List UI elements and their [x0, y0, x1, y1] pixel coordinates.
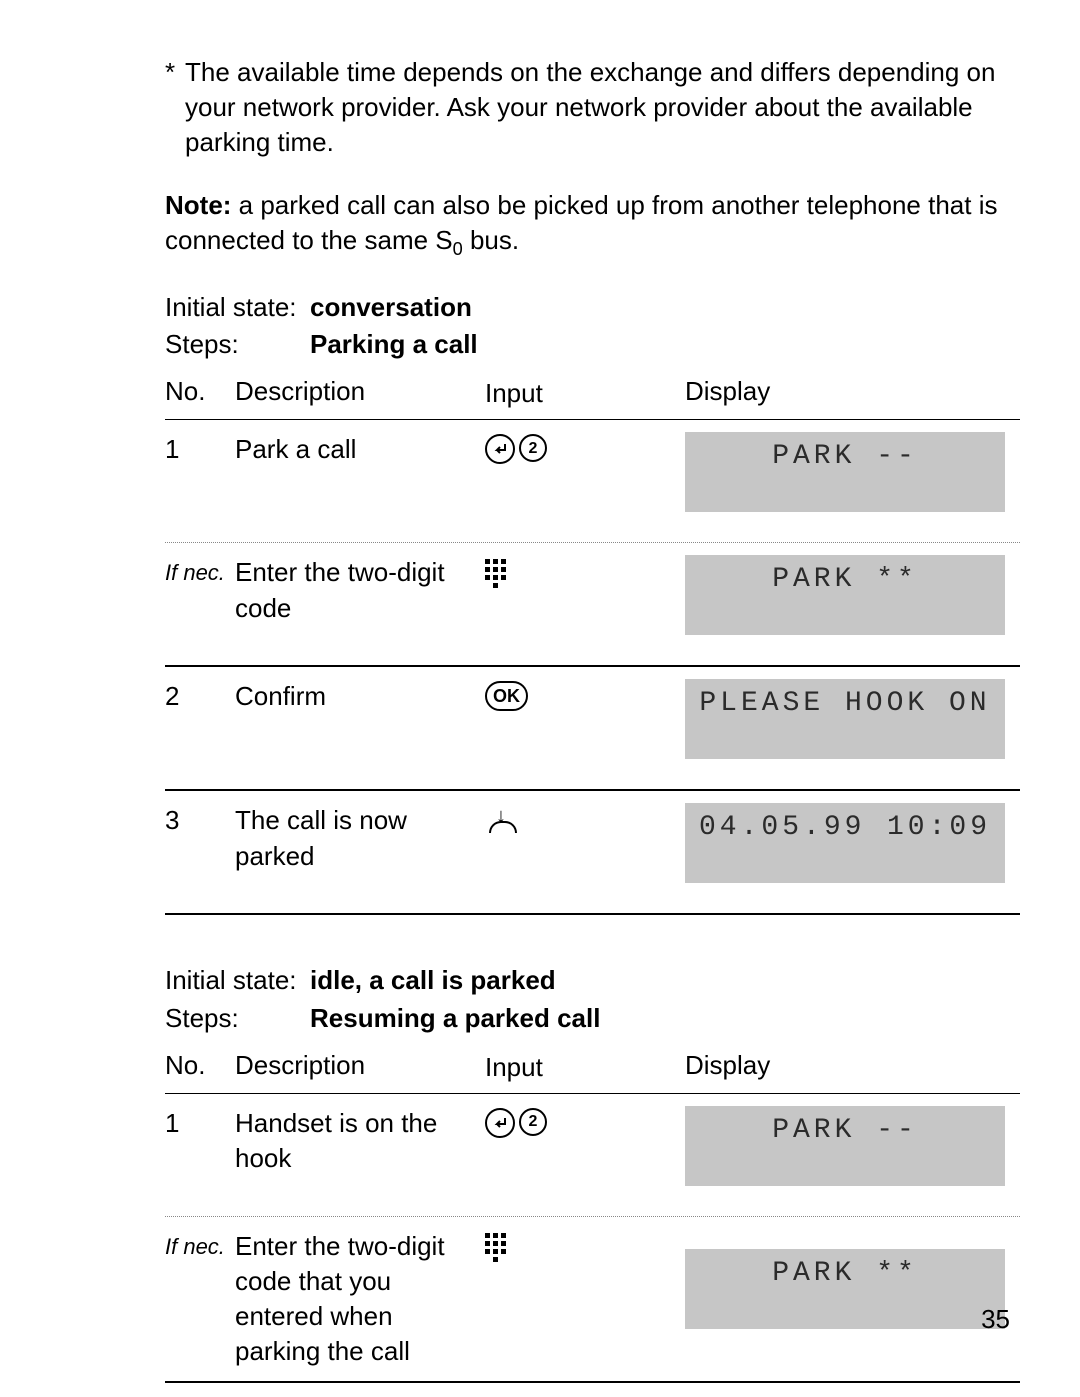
step-display: PARK -- [685, 432, 1020, 512]
step-input [485, 803, 685, 837]
note-text-after: bus. [463, 225, 519, 255]
step-input [485, 555, 685, 590]
initial-state-label: Initial state: [165, 963, 310, 998]
step-description: Park a call [235, 432, 485, 467]
enter-key-icon [485, 1108, 515, 1138]
header-display: Display [685, 374, 1020, 409]
lcd-display: PARK ** [685, 555, 1005, 635]
note-label: Note: [165, 190, 231, 220]
procedure-2: Initial state: idle, a call is parked St… [165, 963, 1020, 1383]
step-input [485, 1229, 685, 1264]
step-description: Confirm [235, 679, 485, 714]
table-header: No. Description Input Display [165, 368, 1020, 420]
step-input: 2 [485, 432, 685, 464]
step-input: 2 [485, 1106, 685, 1138]
lcd-display: PARK ** [685, 1249, 1005, 1329]
lcd-display: PARK -- [685, 432, 1005, 512]
step-display: PARK ** [685, 555, 1020, 635]
header-input: Input [485, 374, 685, 411]
table-row: 3 The call is now parked 04.05.99 10:09 [165, 791, 1020, 915]
step-display: PARK ** [685, 1229, 1020, 1329]
footnote-block: * The available time depends on the exch… [165, 55, 1020, 160]
step-number: 1 [165, 432, 235, 467]
steps-label: Steps: [165, 1001, 310, 1036]
step-description: Enter the two-digit code that you entere… [235, 1229, 485, 1369]
procedure-2-table: No. Description Input Display 1 Handset … [165, 1042, 1020, 1383]
page-number: 35 [981, 1302, 1010, 1337]
footnote-marker: * [165, 55, 185, 160]
step-display: PARK -- [685, 1106, 1020, 1186]
step-number: If nec. [165, 555, 235, 588]
initial-state-value: idle, a call is parked [310, 963, 556, 998]
step-number: 2 [165, 679, 235, 714]
step-number: If nec. [165, 1229, 235, 1262]
step-display: 04.05.99 10:09 [685, 803, 1020, 883]
header-display: Display [685, 1048, 1020, 1083]
table-row: If nec. Enter the two-digit code that yo… [165, 1217, 1020, 1383]
keypad-icon [485, 1231, 506, 1264]
step-number: 1 [165, 1106, 235, 1141]
footnote-text: The available time depends on the exchan… [185, 55, 1020, 160]
enter-key-icon [485, 434, 515, 464]
initial-state-label: Initial state: [165, 290, 310, 325]
lcd-display: PARK -- [685, 1106, 1005, 1186]
header-no: No. [165, 374, 235, 409]
digit-2-icon: 2 [519, 434, 547, 462]
procedure-1: Initial state: conversation Steps: Parki… [165, 290, 1020, 915]
step-number: 3 [165, 803, 235, 838]
header-input: Input [485, 1048, 685, 1085]
header-no: No. [165, 1048, 235, 1083]
lcd-right: 10:09 [887, 809, 991, 847]
table-row: 1 Handset is on the hook 2 PARK -- [165, 1094, 1020, 1217]
steps-value: Resuming a parked call [310, 1001, 600, 1036]
step-description: Handset is on the hook [235, 1106, 485, 1176]
ok-button-icon: OK [485, 681, 528, 711]
header-description: Description [235, 374, 485, 409]
initial-state-value: conversation [310, 290, 472, 325]
keypad-icon [485, 557, 506, 590]
handset-down-icon [485, 805, 517, 837]
note-block: Note: a parked call can also be picked u… [165, 188, 1020, 262]
note-text-before: a parked call can also be picked up from… [165, 190, 997, 255]
manual-page: * The available time depends on the exch… [0, 0, 1080, 1397]
table-row: 1 Park a call 2 PARK -- [165, 420, 1020, 543]
table-header: No. Description Input Display [165, 1042, 1020, 1094]
steps-label: Steps: [165, 327, 310, 362]
steps-value: Parking a call [310, 327, 478, 362]
lcd-display: 04.05.99 10:09 [685, 803, 1005, 883]
step-description: The call is now parked [235, 803, 485, 873]
step-display: PLEASE HOOK ON [685, 679, 1020, 759]
note-subscript: 0 [453, 240, 463, 260]
step-input: OK [485, 679, 685, 711]
procedure-1-table: No. Description Input Display 1 Park a c… [165, 368, 1020, 915]
table-row: 2 Confirm OK PLEASE HOOK ON [165, 667, 1020, 791]
header-description: Description [235, 1048, 485, 1083]
step-description: Enter the two-digit code [235, 555, 485, 625]
table-row: If nec. Enter the two-digit code PARK ** [165, 543, 1020, 667]
digit-2-icon: 2 [519, 1108, 547, 1136]
lcd-display: PLEASE HOOK ON [685, 679, 1005, 759]
lcd-left: 04.05.99 [699, 809, 865, 847]
